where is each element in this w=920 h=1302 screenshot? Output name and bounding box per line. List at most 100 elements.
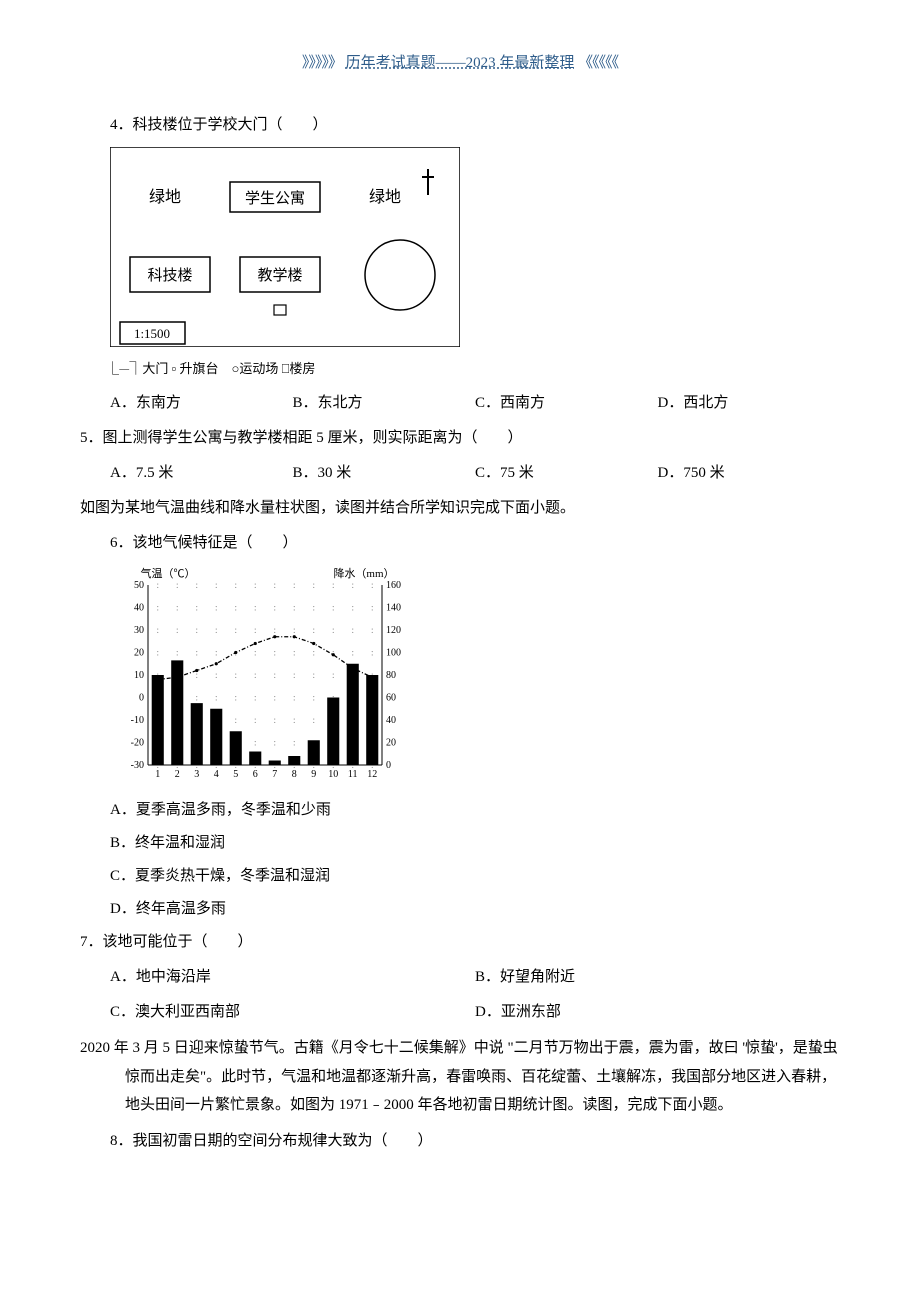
svg-text::: :: [254, 715, 257, 725]
svg-text::: :: [293, 625, 296, 635]
svg-text:3: 3: [194, 769, 199, 780]
svg-text::: :: [176, 603, 179, 613]
svg-text::: :: [332, 670, 335, 680]
q5-opt-a: A．7.5 米: [110, 460, 293, 487]
svg-text:-30: -30: [131, 760, 144, 771]
svg-text::: :: [312, 625, 315, 635]
svg-text:2: 2: [175, 769, 180, 780]
map-label-teach: 教学楼: [257, 267, 302, 284]
svg-text::: :: [254, 738, 257, 748]
svg-text:100: 100: [386, 648, 401, 659]
svg-text::: :: [195, 625, 198, 635]
svg-text:10: 10: [328, 769, 338, 780]
page-header: 》》》》》 历年考试真题——2023 年最新整理 《《《《《: [80, 50, 840, 77]
svg-text::: :: [312, 715, 315, 725]
svg-text::: :: [312, 580, 315, 590]
svg-text:降水（mm）: 降水（mm）: [333, 566, 394, 580]
svg-text::: :: [254, 693, 257, 703]
svg-text::: :: [293, 715, 296, 725]
svg-text:0: 0: [139, 693, 144, 704]
svg-text::: :: [293, 580, 296, 590]
svg-text::: :: [293, 693, 296, 703]
svg-text:120: 120: [386, 625, 401, 636]
map-label-tech: 科技楼: [147, 267, 192, 284]
svg-text:140: 140: [386, 603, 401, 614]
svg-text::: :: [312, 648, 315, 658]
svg-text::: :: [273, 625, 276, 635]
svg-text::: :: [293, 603, 296, 613]
svg-text:-10: -10: [131, 715, 144, 726]
q5-opt-c: C．75 米: [475, 460, 658, 487]
svg-text:6: 6: [253, 769, 258, 780]
climate-svg: ::::::::::::::::::::::::::::::::::::::::…: [110, 565, 420, 785]
svg-text::: :: [195, 603, 198, 613]
svg-text:10: 10: [134, 670, 144, 681]
q4-opt-a: A．东南方: [110, 390, 293, 417]
svg-text:160: 160: [386, 580, 401, 591]
q7-options-row2: C．澳大利亚西南部 D．亚洲东部: [80, 999, 840, 1026]
chev-left: 》》》》》: [302, 55, 342, 71]
svg-text:5: 5: [233, 769, 238, 780]
svg-text::: :: [234, 580, 237, 590]
school-map-diagram: 绿地 学生公寓 绿地 科技楼 教学楼 1:1500: [110, 147, 840, 347]
q6-opt-b: B．终年温和湿润: [80, 830, 840, 857]
svg-text::: :: [332, 603, 335, 613]
svg-text:80: 80: [386, 670, 396, 681]
svg-text::: :: [156, 580, 159, 590]
svg-text::: :: [293, 738, 296, 748]
svg-text:9: 9: [311, 769, 316, 780]
q7-opt-c: C．澳大利亚西南部: [110, 999, 475, 1026]
svg-text::: :: [234, 625, 237, 635]
q7-text: 7．该地可能位于（ ）: [80, 929, 840, 956]
q5-options: A．7.5 米 B．30 米 C．75 米 D．750 米: [80, 460, 840, 487]
svg-text::: :: [234, 670, 237, 680]
svg-text::: :: [195, 580, 198, 590]
svg-text::: :: [371, 625, 374, 635]
chev-right: 《《《《《: [578, 55, 618, 71]
svg-text::: :: [351, 580, 354, 590]
q5-opt-b: B．30 米: [293, 460, 476, 487]
svg-text:0: 0: [386, 760, 391, 771]
svg-text::: :: [215, 603, 218, 613]
q4-opt-b: B．东北方: [293, 390, 476, 417]
svg-text:11: 11: [348, 769, 358, 780]
svg-text::: :: [156, 648, 159, 658]
svg-text::: :: [332, 580, 335, 590]
svg-text::: :: [273, 693, 276, 703]
svg-text::: :: [234, 693, 237, 703]
svg-text:气温（℃）: 气温（℃）: [141, 566, 196, 580]
map-label-dorm: 学生公寓: [245, 189, 305, 207]
q5-opt-d: D．750 米: [658, 460, 841, 487]
svg-text:1: 1: [155, 769, 160, 780]
q4-options: A．东南方 B．东北方 C．西南方 D．西北方: [80, 390, 840, 417]
svg-text::: :: [273, 648, 276, 658]
svg-text::: :: [273, 715, 276, 725]
header-title: 历年考试真题——: [346, 55, 466, 71]
svg-text::: :: [273, 670, 276, 680]
q7-opt-a: A．地中海沿岸: [110, 964, 475, 991]
svg-text::: :: [156, 625, 159, 635]
svg-text::: :: [215, 670, 218, 680]
svg-text:40: 40: [386, 715, 396, 726]
svg-text::: :: [254, 625, 257, 635]
svg-text::: :: [312, 670, 315, 680]
header-year: 2023 年最新整理: [466, 55, 575, 71]
svg-text::: :: [254, 580, 257, 590]
svg-text::: :: [234, 715, 237, 725]
svg-text::: :: [176, 648, 179, 658]
svg-text::: :: [254, 670, 257, 680]
svg-text::: :: [332, 625, 335, 635]
q8-text: 8．我国初雷日期的空间分布规律大致为（ ）: [80, 1128, 840, 1155]
q6-opt-a: A．夏季高温多雨，冬季温和少雨: [80, 797, 840, 824]
q7-options-row1: A．地中海沿岸 B．好望角附近: [80, 964, 840, 991]
svg-text::: :: [293, 648, 296, 658]
svg-text::: :: [371, 603, 374, 613]
passage-6: 如图为某地气温曲线和降水量柱状图，读图并结合所学知识完成下面小题。: [80, 495, 840, 522]
svg-text::: :: [293, 670, 296, 680]
svg-text::: :: [371, 580, 374, 590]
q6-opt-d: D．终年高温多雨: [80, 896, 840, 923]
map-label-green2: 绿地: [369, 188, 401, 206]
svg-text::: :: [215, 625, 218, 635]
svg-text::: :: [254, 603, 257, 613]
q4-text: 4．科技楼位于学校大门（ ）: [80, 112, 840, 139]
